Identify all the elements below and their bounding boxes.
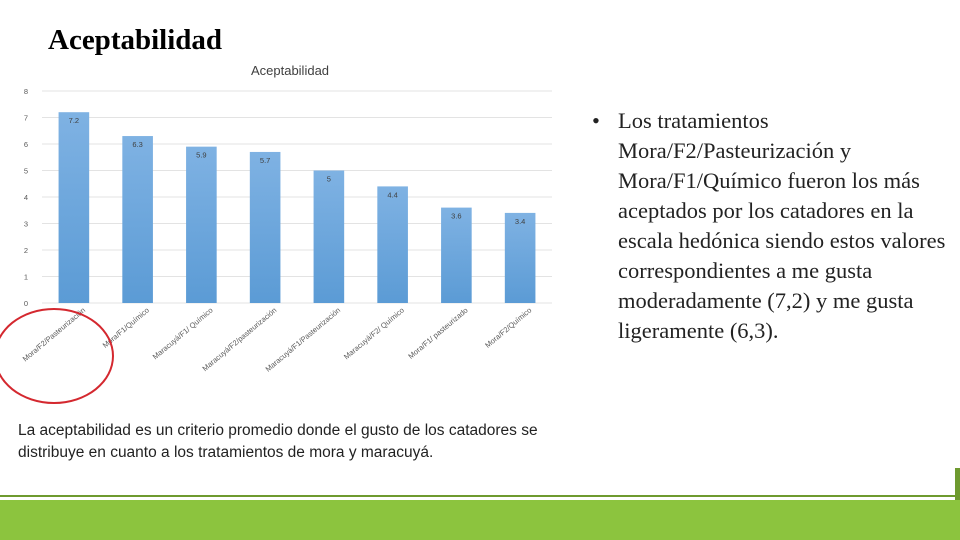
y-tick-label: 6 [24,140,28,149]
bar-value-label: 5 [327,175,331,184]
y-tick-label: 0 [24,299,28,308]
x-tick-label: Mora/F2/Químico [483,306,533,350]
bar [249,151,281,303]
bar [122,136,153,303]
bar-value-label: 3.4 [515,217,525,226]
y-tick-label: 4 [24,193,28,202]
chart-canvas: Aceptabilidad 7.2 6.3 5.9 5.7 5 4.4 3.6 3.4 0 1 2… [21,63,552,374]
footer-accent [955,468,960,500]
footnote-text: La aceptabilidad es un criterio promedio… [18,422,538,461]
bar-value-label: 3.6 [451,212,461,221]
bar [58,112,90,303]
chart-gridlines [42,90,552,304]
slide-title: Aceptabilidad [48,24,223,56]
bar [441,207,472,303]
y-tick-label: 3 [24,220,28,229]
bar [377,186,408,303]
chart-data-labels: 7.2 6.3 5.9 5.7 5 4.4 3.6 3.4 [69,116,526,226]
chart-bars [58,112,536,303]
bullet-symbol: • [592,108,600,133]
chart-title: Aceptabilidad [251,63,329,78]
bar [313,170,345,303]
bar-value-label: 5.9 [196,151,206,160]
x-tick-label: Mora/F1/ pasteurizado [406,306,469,361]
bar-value-label: 5.7 [260,156,270,165]
footer-divider [0,495,960,497]
acceptability-chart: Aceptabilidad 7.2 6.3 5.9 5.7 5 4.4 3.6 3.4 0 1 2… [0,55,560,395]
x-tick-label: Maracuyá/F1/ Químico [151,306,215,362]
y-tick-label: 2 [24,246,28,255]
bar-value-label: 7.2 [69,116,79,125]
x-tick-label: Maracuyá/F2/ Químico [342,306,406,362]
bar [504,212,536,303]
y-tick-label: 5 [24,167,28,176]
y-tick-label: 7 [24,114,28,123]
highlight-circle [0,308,114,404]
bullet-paragraph: • Los tratamientos Mora/F2/Pasteurizació… [592,106,952,346]
y-tick-label: 8 [24,87,28,96]
bar [186,146,217,303]
bullet-text: Los tratamientos Mora/F2/Pasteurización … [618,108,946,343]
footer-bar [0,500,960,540]
bar-value-label: 6.3 [132,140,142,149]
chart-y-ticks: 0 1 2 3 4 5 6 7 8 [24,87,28,308]
y-tick-label: 1 [24,273,28,282]
bar-value-label: 4.4 [387,190,397,199]
x-tick-label: Maracuyá/F1/Pasteurización [264,306,343,374]
